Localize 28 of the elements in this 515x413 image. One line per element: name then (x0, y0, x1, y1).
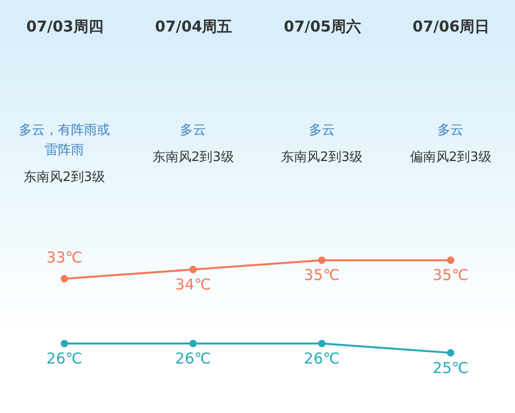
point (60, 275, 68, 282)
annotation: 多云，有阵雨或雷阵雨 (18, 123, 110, 158)
annotation: 东南风2到3级 (281, 150, 363, 165)
point (318, 256, 326, 264)
point (189, 266, 197, 274)
data-label: 34℃ (175, 275, 212, 294)
data-label: 26℃ (304, 350, 340, 368)
data-label: 26℃ (175, 350, 212, 368)
x-tick-label: 07/06周日 (412, 18, 490, 36)
annotation: 东南风2到3级 (152, 150, 234, 165)
annotation: 多云 (308, 123, 335, 138)
data-label: 35℃ (304, 266, 340, 284)
x-tick-label: 07/04周五 (155, 18, 232, 36)
annotation: 偏南风2到3级 (410, 150, 492, 165)
point (446, 349, 454, 357)
point (60, 340, 68, 348)
data-label: 25℃ (432, 358, 469, 377)
data-label: 35℃ (432, 266, 469, 284)
data-label: 26℃ (46, 350, 82, 368)
data-label: 33℃ (46, 248, 82, 267)
annotation: 多云 (180, 123, 206, 138)
annotation: 东南风2到3级 (24, 170, 106, 185)
point (189, 340, 197, 348)
point (446, 256, 454, 264)
point (318, 340, 326, 348)
x-tick-label: 07/03周四 (26, 18, 104, 36)
x-tick-label: 07/05周六 (284, 18, 361, 36)
annotation: 多云 (438, 123, 464, 138)
